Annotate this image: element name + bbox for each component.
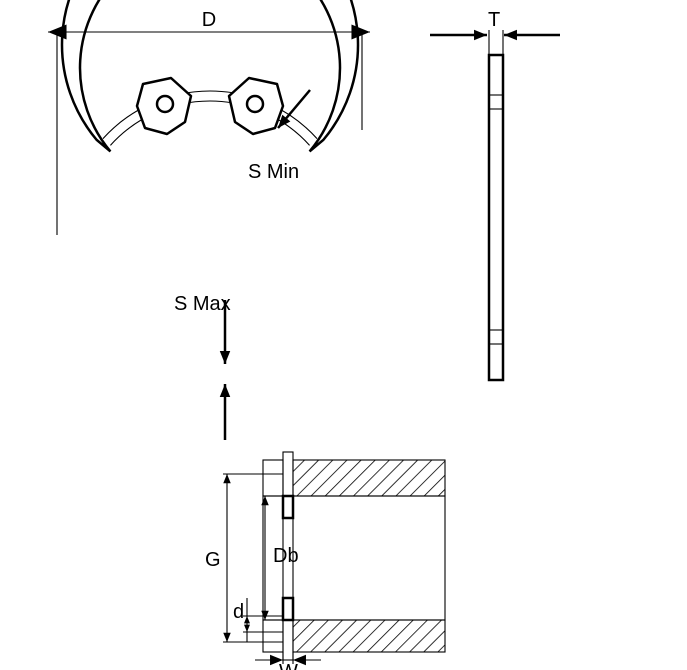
ring-section-bottom — [283, 598, 293, 620]
hatch-top — [293, 460, 445, 496]
label-Db: Db — [273, 545, 299, 567]
ring-lug — [137, 78, 191, 134]
lug-hole-icon — [247, 96, 263, 112]
label-SMax: S Max — [174, 293, 231, 315]
label-W: W — [279, 661, 298, 670]
dim-T: T — [430, 9, 560, 55]
label-T: T — [488, 9, 500, 31]
dim-W: W — [255, 652, 321, 670]
label-G: G — [205, 549, 221, 571]
dim-SMax: S Max — [174, 293, 231, 440]
hatch-bottom — [293, 620, 445, 652]
circlip-side-view — [489, 55, 503, 380]
lug-hole-icon — [157, 96, 173, 112]
dim-D: D — [48, 9, 370, 235]
label-D: D — [202, 9, 216, 31]
label-d: d — [233, 601, 244, 623]
groove-section-view: G Db d W — [205, 452, 445, 670]
ring-lug — [229, 78, 283, 134]
ring-section-top — [283, 496, 293, 518]
label-SMin: S Min — [248, 161, 299, 183]
